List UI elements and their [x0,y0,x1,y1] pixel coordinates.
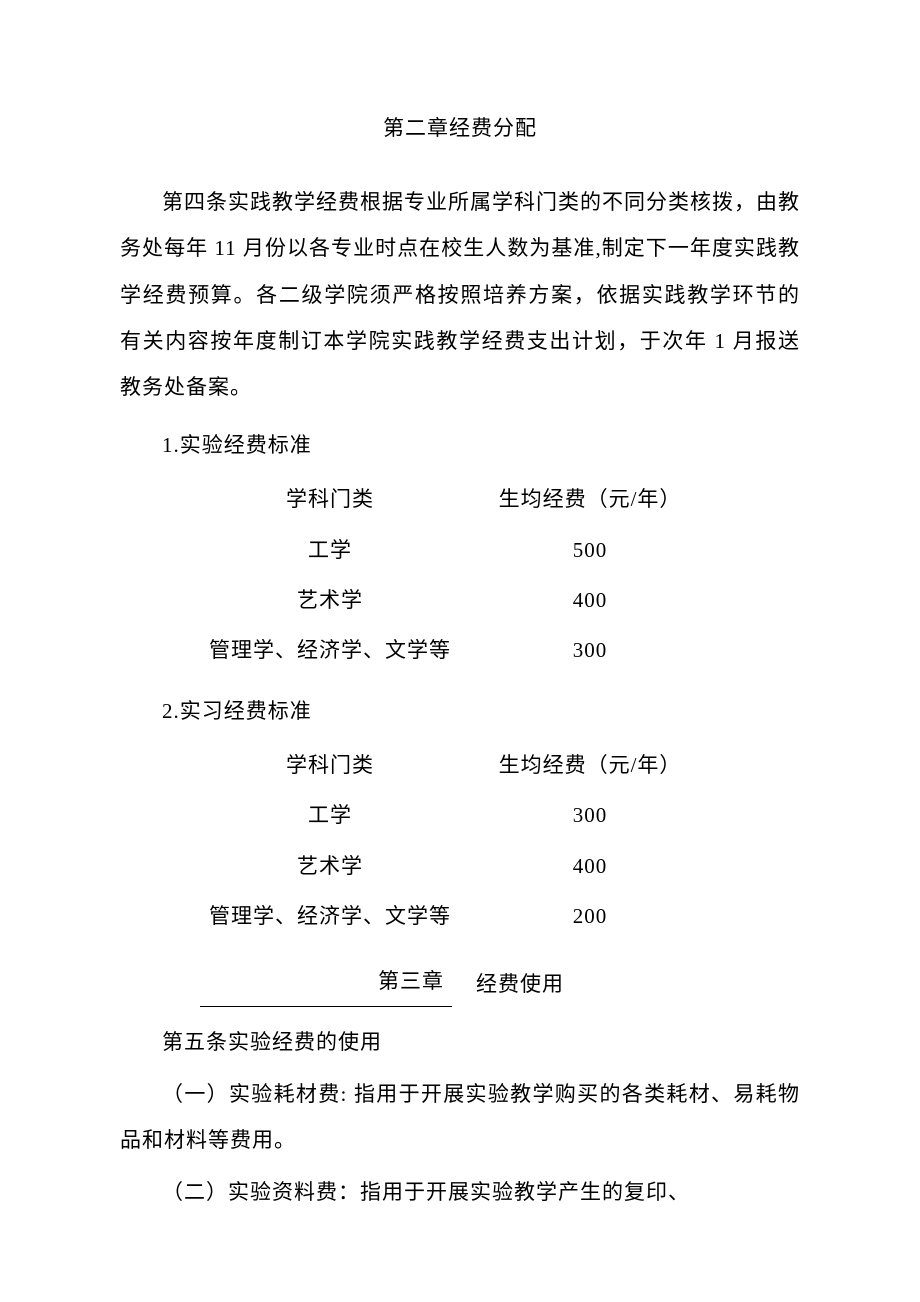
table-row: 艺术学 400 [200,841,720,891]
experiment-fee-table: 学科门类 生均经费（元/年） 工学 500 艺术学 400 管理学、经济学、文学… [200,474,720,676]
table-cell: 艺术学 [200,841,460,891]
section2-label: 2.实习经费标准 [120,688,800,734]
article4-paragraph: 第四条实践教学经费根据专业所属学科门类的不同分类核拨，由教务处每年 11 月份以… [120,179,800,410]
table-header-col1: 学科门类 [200,474,460,524]
table-cell: 400 [460,575,720,625]
chapter2-title: 第二章经费分配 [120,105,800,151]
article5-item1: （一）实验耗材费: 指用于开展实验教学购买的各类耗材、易耗物品和材料等费用。 [120,1071,800,1163]
article5-item2: （二）实验资料费：指用于开展实验教学产生的复印、 [120,1169,800,1215]
table-cell: 工学 [200,525,460,575]
table-header-row: 学科门类 生均经费（元/年） [200,740,720,790]
table-header-col1: 学科门类 [200,740,460,790]
table-header-col2: 生均经费（元/年） [460,474,720,524]
table-header-col2: 生均经费（元/年） [460,740,720,790]
table-cell: 工学 [200,790,460,840]
internship-fee-table: 学科门类 生均经费（元/年） 工学 300 艺术学 400 管理学、经济学、文学… [200,740,720,942]
table-cell: 400 [460,841,720,891]
table-cell: 300 [460,625,720,675]
table-cell: 艺术学 [200,575,460,625]
table-row: 艺术学 400 [200,575,720,625]
section1-label: 1.实验经费标准 [120,422,800,468]
table-row: 管理学、经济学、文学等 300 [200,625,720,675]
chapter3-title-right: 经费使用 [452,961,720,1007]
table-cell: 管理学、经济学、文学等 [200,625,460,675]
table-row: 管理学、经济学、文学等 200 [200,891,720,941]
table-row: 工学 300 [200,790,720,840]
document-page: 第二章经费分配 第四条实践教学经费根据专业所属学科门类的不同分类核拨，由教务处每… [0,0,920,1302]
table-cell: 500 [460,525,720,575]
chapter3-title-row: 第三章 经费使用 [200,958,720,1007]
chapter3-title-left: 第三章 [200,958,452,1007]
table-row: 工学 500 [200,525,720,575]
article5-label: 第五条实验经费的使用 [120,1019,800,1065]
table-cell: 管理学、经济学、文学等 [200,891,460,941]
table-cell: 200 [460,891,720,941]
table-header-row: 学科门类 生均经费（元/年） [200,474,720,524]
table-cell: 300 [460,790,720,840]
